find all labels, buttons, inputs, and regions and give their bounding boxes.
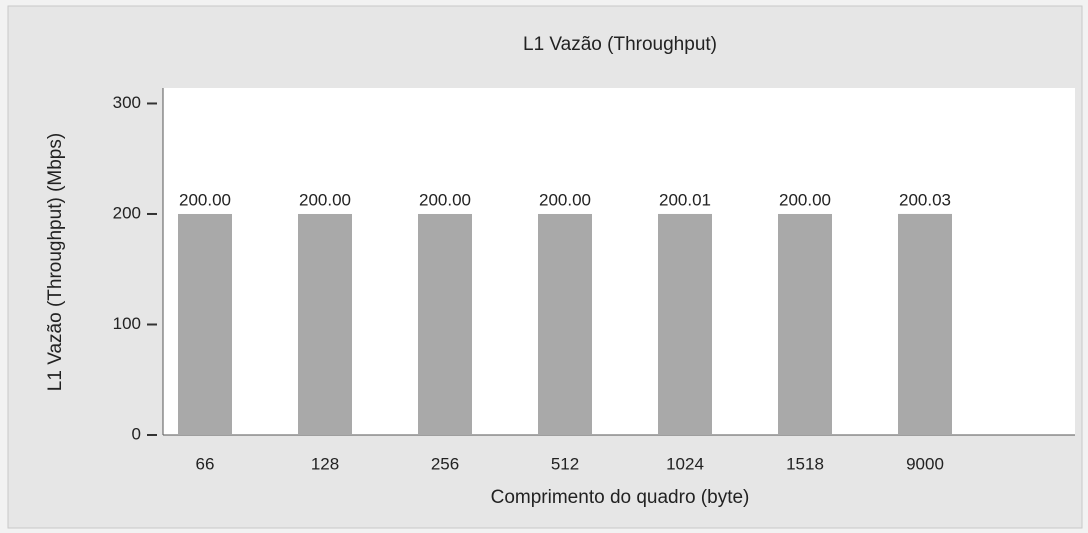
bar bbox=[898, 213, 952, 435]
x-tick-label: 66 bbox=[196, 454, 215, 473]
value-label: 200.03 bbox=[899, 190, 951, 209]
bar bbox=[178, 213, 232, 435]
y-tick-label: 0 bbox=[132, 424, 141, 443]
x-tick-label: 128 bbox=[311, 454, 339, 473]
bar bbox=[538, 213, 592, 435]
value-label: 200.00 bbox=[539, 190, 591, 209]
x-tick-label: 9000 bbox=[906, 454, 944, 473]
y-axis-label: L1 Vazão (Throughput) (Mbps) bbox=[45, 133, 66, 391]
bar bbox=[418, 213, 472, 435]
x-tick-label: 256 bbox=[431, 454, 459, 473]
y-tick-label: 100 bbox=[113, 314, 141, 333]
x-tick-label: 1024 bbox=[666, 454, 704, 473]
chart-title: L1 Vazão (Throughput) bbox=[523, 34, 717, 55]
value-label: 200.00 bbox=[419, 190, 471, 209]
y-tick-label: 300 bbox=[113, 93, 141, 112]
x-tick-label: 512 bbox=[551, 454, 579, 473]
bar bbox=[298, 213, 352, 435]
value-label: 200.01 bbox=[659, 190, 711, 209]
y-tick-label: 200 bbox=[113, 203, 141, 222]
x-tick-label: 1518 bbox=[786, 454, 824, 473]
bar bbox=[658, 213, 712, 435]
value-label: 200.00 bbox=[299, 190, 351, 209]
bar bbox=[778, 213, 832, 435]
x-axis-label: Comprimento do quadro (byte) bbox=[491, 487, 750, 508]
value-label: 200.00 bbox=[179, 190, 231, 209]
value-label: 200.00 bbox=[779, 190, 831, 209]
